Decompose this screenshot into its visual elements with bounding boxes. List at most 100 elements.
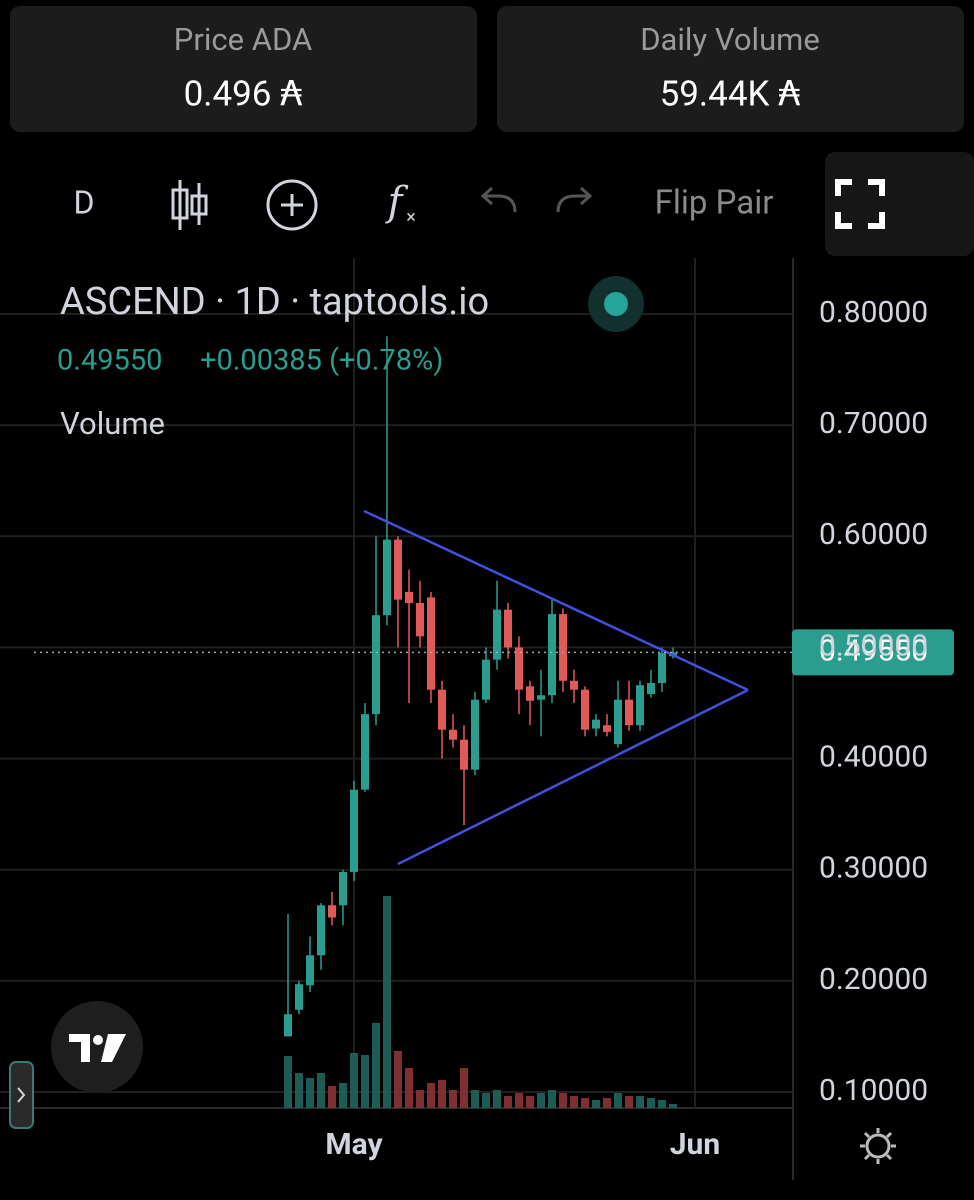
candle-body — [317, 905, 325, 956]
volume-bar — [614, 1093, 622, 1108]
y-tick-label: 0.60000 — [819, 517, 928, 552]
candle-body — [460, 739, 468, 770]
candle-body — [306, 955, 314, 986]
volume-bar — [306, 1078, 314, 1108]
volume-bar — [416, 1090, 424, 1108]
volume-card — [497, 6, 964, 132]
candle-body — [625, 699, 633, 726]
candle-layer — [284, 336, 677, 1037]
redo-button[interactable] — [556, 186, 593, 213]
volume-bar — [658, 1100, 666, 1108]
volume-bar — [350, 1053, 358, 1108]
volume-layer — [284, 896, 677, 1108]
x-tick-label: Jun — [670, 1127, 720, 1162]
candle-body — [482, 659, 490, 700]
last-price: 0.49550 — [57, 344, 162, 378]
tradingview-logo[interactable] — [51, 1001, 143, 1093]
volume-bar — [636, 1096, 644, 1108]
candle-body — [647, 682, 655, 695]
volume-bar — [570, 1096, 578, 1108]
volume-bar — [515, 1093, 523, 1108]
candle-body — [416, 602, 424, 637]
candle-body — [658, 652, 666, 683]
trend-line-upper — [363, 509, 749, 692]
volume-bar — [548, 1090, 556, 1108]
volume-bar — [537, 1093, 545, 1108]
candle-body — [405, 591, 413, 603]
volume-bar — [295, 1073, 303, 1108]
volume-bar — [405, 1068, 413, 1108]
x-tick-label: May — [325, 1127, 383, 1162]
volume-bar — [625, 1096, 633, 1108]
fx-icon-sub: × — [406, 207, 416, 228]
candle-body — [328, 905, 336, 918]
candle-body — [350, 789, 358, 872]
volume-bar — [559, 1093, 567, 1108]
y-tick-label: 0.40000 — [819, 739, 928, 774]
price-card — [10, 6, 477, 132]
candle-body — [614, 699, 622, 745]
handle-arrow — [17, 1087, 26, 1103]
volume-bar — [372, 1023, 380, 1108]
y-tick-label: 0.70000 — [819, 406, 928, 441]
volume-bar — [504, 1096, 512, 1108]
volume-bar — [317, 1073, 325, 1108]
volume-bar — [361, 1055, 369, 1108]
toolbar-panel — [825, 152, 974, 256]
status-dot — [604, 292, 628, 316]
volume-bar — [284, 1056, 292, 1108]
volume-bar — [339, 1083, 347, 1108]
trend-line-lower — [397, 688, 749, 866]
y-tick-label: 0.20000 — [819, 962, 928, 997]
candle-body — [515, 647, 523, 690]
logo-dot — [93, 1035, 103, 1045]
candle-body — [537, 695, 545, 700]
settings-button[interactable] — [860, 1128, 896, 1164]
volume-bar — [482, 1093, 490, 1108]
volume-bar — [394, 1051, 402, 1108]
candle-body — [603, 725, 611, 732]
volume-bar — [669, 1104, 677, 1108]
volume-title: Volume — [60, 405, 165, 442]
candle-type-button[interactable] — [171, 180, 208, 230]
candle-body — [526, 686, 534, 701]
candle-body — [383, 539, 391, 616]
candle-body — [548, 614, 556, 696]
candle-body — [559, 614, 567, 681]
price-badge-label: 0.49550 — [819, 633, 928, 668]
price-label: Price ADA — [174, 21, 312, 58]
volume-bar — [471, 1090, 479, 1108]
candle-body — [438, 689, 446, 730]
volume-bar — [493, 1090, 501, 1108]
volume-bar — [427, 1083, 435, 1108]
y-tick-label: 0.80000 — [819, 295, 928, 330]
candle-body — [427, 597, 435, 690]
volume-label: Daily Volume — [640, 21, 820, 58]
chart-title: ASCEND · 1D · taptools.io — [60, 280, 489, 324]
price-badge — [792, 629, 954, 676]
candle-body — [636, 685, 644, 726]
side-handle[interactable] — [9, 1061, 34, 1129]
candle-body — [493, 609, 501, 660]
volume-bar — [383, 896, 391, 1108]
volume-bar — [592, 1100, 600, 1108]
candle-body — [592, 719, 600, 729]
candle-body — [570, 680, 578, 690]
candle-body — [504, 609, 512, 648]
undo-button[interactable] — [480, 186, 517, 213]
overlay: 0.49550 — [34, 629, 954, 676]
interval-button[interactable]: D — [74, 183, 95, 221]
volume-bar — [449, 1090, 457, 1108]
price-change: +0.00385 (+0.78%) — [200, 344, 443, 378]
volume-bar — [460, 1068, 468, 1108]
volume-bar — [328, 1086, 336, 1108]
volume-value: 59.44K ₳ — [660, 73, 801, 114]
volume-bar — [438, 1080, 446, 1108]
candle-body — [581, 689, 589, 730]
candle-body — [284, 1014, 292, 1037]
candle-body — [449, 729, 457, 740]
flip-pair-button[interactable]: Flip Pair — [655, 184, 774, 223]
fullscreen-button[interactable] — [835, 179, 885, 229]
add-button[interactable] — [266, 179, 318, 231]
y-tick-label: 0.30000 — [819, 851, 928, 886]
